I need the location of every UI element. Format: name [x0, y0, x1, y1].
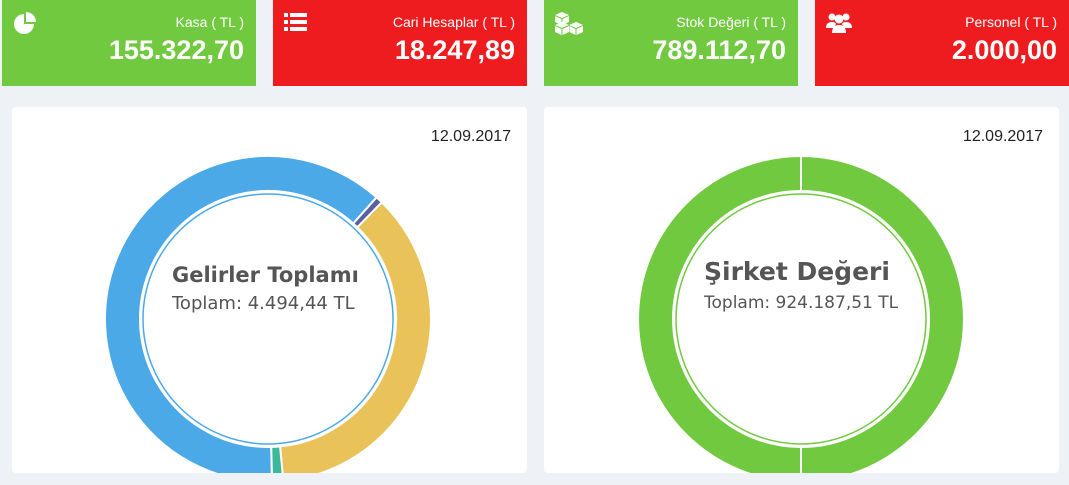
- card-label: Stok Değeri ( TL ): [676, 14, 786, 30]
- card-value: 155.322,70: [108, 35, 244, 65]
- card-value: 789.112,70: [652, 35, 786, 65]
- donut-total: Toplam: 4.494,44 TL: [172, 293, 355, 314]
- income-panel: 12.09.2017 Gelirler Toplamı Toplam: 4.49…: [12, 107, 527, 473]
- income-donut-chart: [104, 155, 432, 473]
- donut-slice[interactable]: [270, 445, 284, 473]
- card-label: Personel ( TL ): [965, 14, 1057, 30]
- list-icon: [284, 13, 307, 31]
- panel-date: 12.09.2017: [962, 128, 1043, 145]
- donut-title: Şirket Değeri: [704, 257, 890, 286]
- card-cari-hesaplar[interactable]: Cari Hesaplar ( TL ) 18.247,89: [273, 0, 527, 86]
- pie-chart-icon: [14, 12, 36, 34]
- donut-inner-ring: [142, 193, 394, 445]
- card-kasa[interactable]: Kasa ( TL ) 155.322,70: [2, 0, 256, 86]
- donut-total: Toplam: 924.187,51 TL: [704, 293, 899, 313]
- card-label: Cari Hesaplar ( TL ): [392, 14, 515, 30]
- donut-slice[interactable]: [278, 200, 432, 473]
- donut-inner-ring: [675, 193, 927, 445]
- company-panel: 12.09.2017 Şirket Değeri Toplam: 924.187…: [544, 107, 1059, 473]
- card-label: Kasa ( TL ): [175, 14, 244, 30]
- card-personel[interactable]: Personel ( TL ) 2.000,00: [815, 0, 1069, 86]
- users-icon: [826, 13, 852, 33]
- card-stok-degeri[interactable]: Stok Değeri ( TL ) 789.112,70: [544, 0, 798, 86]
- cubes-icon: [555, 12, 583, 35]
- card-value: 18.247,89: [394, 35, 515, 65]
- panel-date: 12.09.2017: [430, 128, 511, 145]
- donut-slice[interactable]: [637, 154, 965, 473]
- company-donut-chart: [637, 154, 965, 473]
- donut-title: Gelirler Toplamı: [172, 263, 359, 287]
- card-value: 2.000,00: [951, 35, 1057, 65]
- donut-slice[interactable]: [104, 155, 378, 473]
